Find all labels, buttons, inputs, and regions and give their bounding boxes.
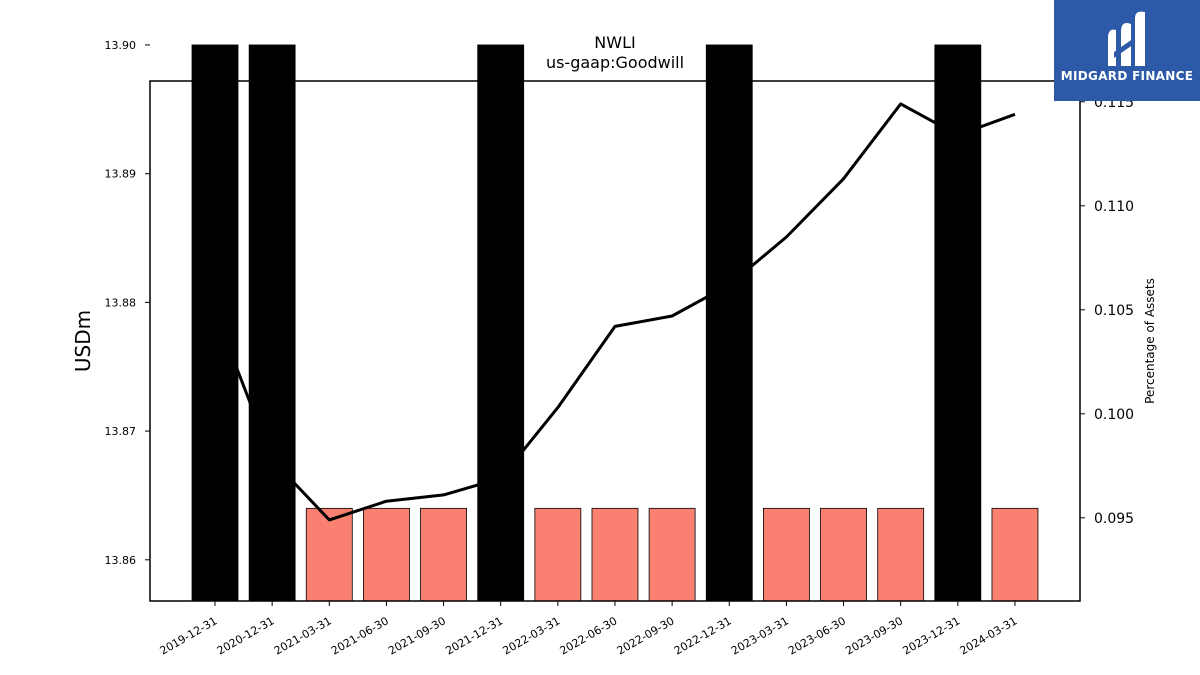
y2-tick-label: 0.110 xyxy=(1094,199,1134,215)
x-tick-label: 2021-09-30 xyxy=(386,614,448,657)
x-tick-label: 2021-12-31 xyxy=(443,614,505,657)
bar-2022-03-31 xyxy=(534,507,582,602)
bar-2019-12-31 xyxy=(191,44,239,602)
x-tick-label: 2019-12-31 xyxy=(158,614,220,657)
x-tick-label: 2023-12-31 xyxy=(900,614,962,657)
bar-2021-09-30 xyxy=(420,507,467,602)
x-tick-label: 2020-12-31 xyxy=(215,614,277,657)
midgard-finance-logo: MIDGARD FINANCE xyxy=(1054,0,1200,101)
y-axis-label: USDm xyxy=(71,310,95,372)
bar-2022-09-30 xyxy=(648,507,696,602)
y-tick-label: 13.89 xyxy=(105,168,137,181)
bar-2023-06-30 xyxy=(820,507,867,602)
chart-subtitle: us-gaap:Goodwill xyxy=(546,53,684,72)
bar-2023-09-30 xyxy=(877,507,925,602)
x-tick-label: 2023-03-31 xyxy=(729,614,791,657)
y2-tick-label: 0.105 xyxy=(1094,303,1134,319)
bar-2024-03-31 xyxy=(991,507,1039,602)
bar-2020-12-31 xyxy=(248,44,296,602)
y2-tick-label: 0.095 xyxy=(1094,511,1134,527)
y-tick-label: 13.87 xyxy=(105,425,137,438)
chart-title: NWLI xyxy=(594,33,635,52)
x-tick-label: 2022-06-30 xyxy=(558,614,620,657)
midgard-logo-icon xyxy=(1108,11,1145,67)
x-tick-label: 2021-03-31 xyxy=(272,614,334,657)
bar-2023-12-31 xyxy=(934,44,982,602)
x-axis: 2019-12-312020-12-312021-03-312021-06-30… xyxy=(158,601,1020,658)
x-tick-label: 2024-03-31 xyxy=(958,614,1020,657)
x-tick-label: 2021-06-30 xyxy=(329,614,391,657)
x-tick-label: 2023-09-30 xyxy=(843,614,905,657)
y-tick-label: 13.90 xyxy=(105,39,137,52)
x-tick-label: 2022-12-31 xyxy=(672,614,734,657)
y-tick-label: 13.86 xyxy=(105,554,137,567)
x-tick-label: 2022-03-31 xyxy=(500,614,562,657)
x-tick-label: 2023-06-30 xyxy=(786,614,848,657)
logo-brand-text: MIDGARD FINANCE xyxy=(1060,69,1194,83)
bar-series xyxy=(191,44,1039,602)
y2-tick-label: 0.100 xyxy=(1094,407,1134,423)
bar-2021-12-31 xyxy=(477,44,525,602)
bar-2021-06-30 xyxy=(363,507,410,602)
bar-2023-03-31 xyxy=(763,507,810,602)
y-tick-label: 13.88 xyxy=(105,296,137,309)
x-tick-label: 2022-09-30 xyxy=(615,614,677,657)
bar-2022-06-30 xyxy=(591,507,639,602)
y-axis-left: 13.86 13.87 13.88 13.89 13.90 xyxy=(105,39,150,567)
bar-2022-12-31 xyxy=(705,44,753,602)
line-series-percentage-of-assets xyxy=(213,102,1016,522)
bar-2021-03-31 xyxy=(305,507,353,602)
y2-axis-label: Percentage of Assets xyxy=(1143,278,1157,404)
